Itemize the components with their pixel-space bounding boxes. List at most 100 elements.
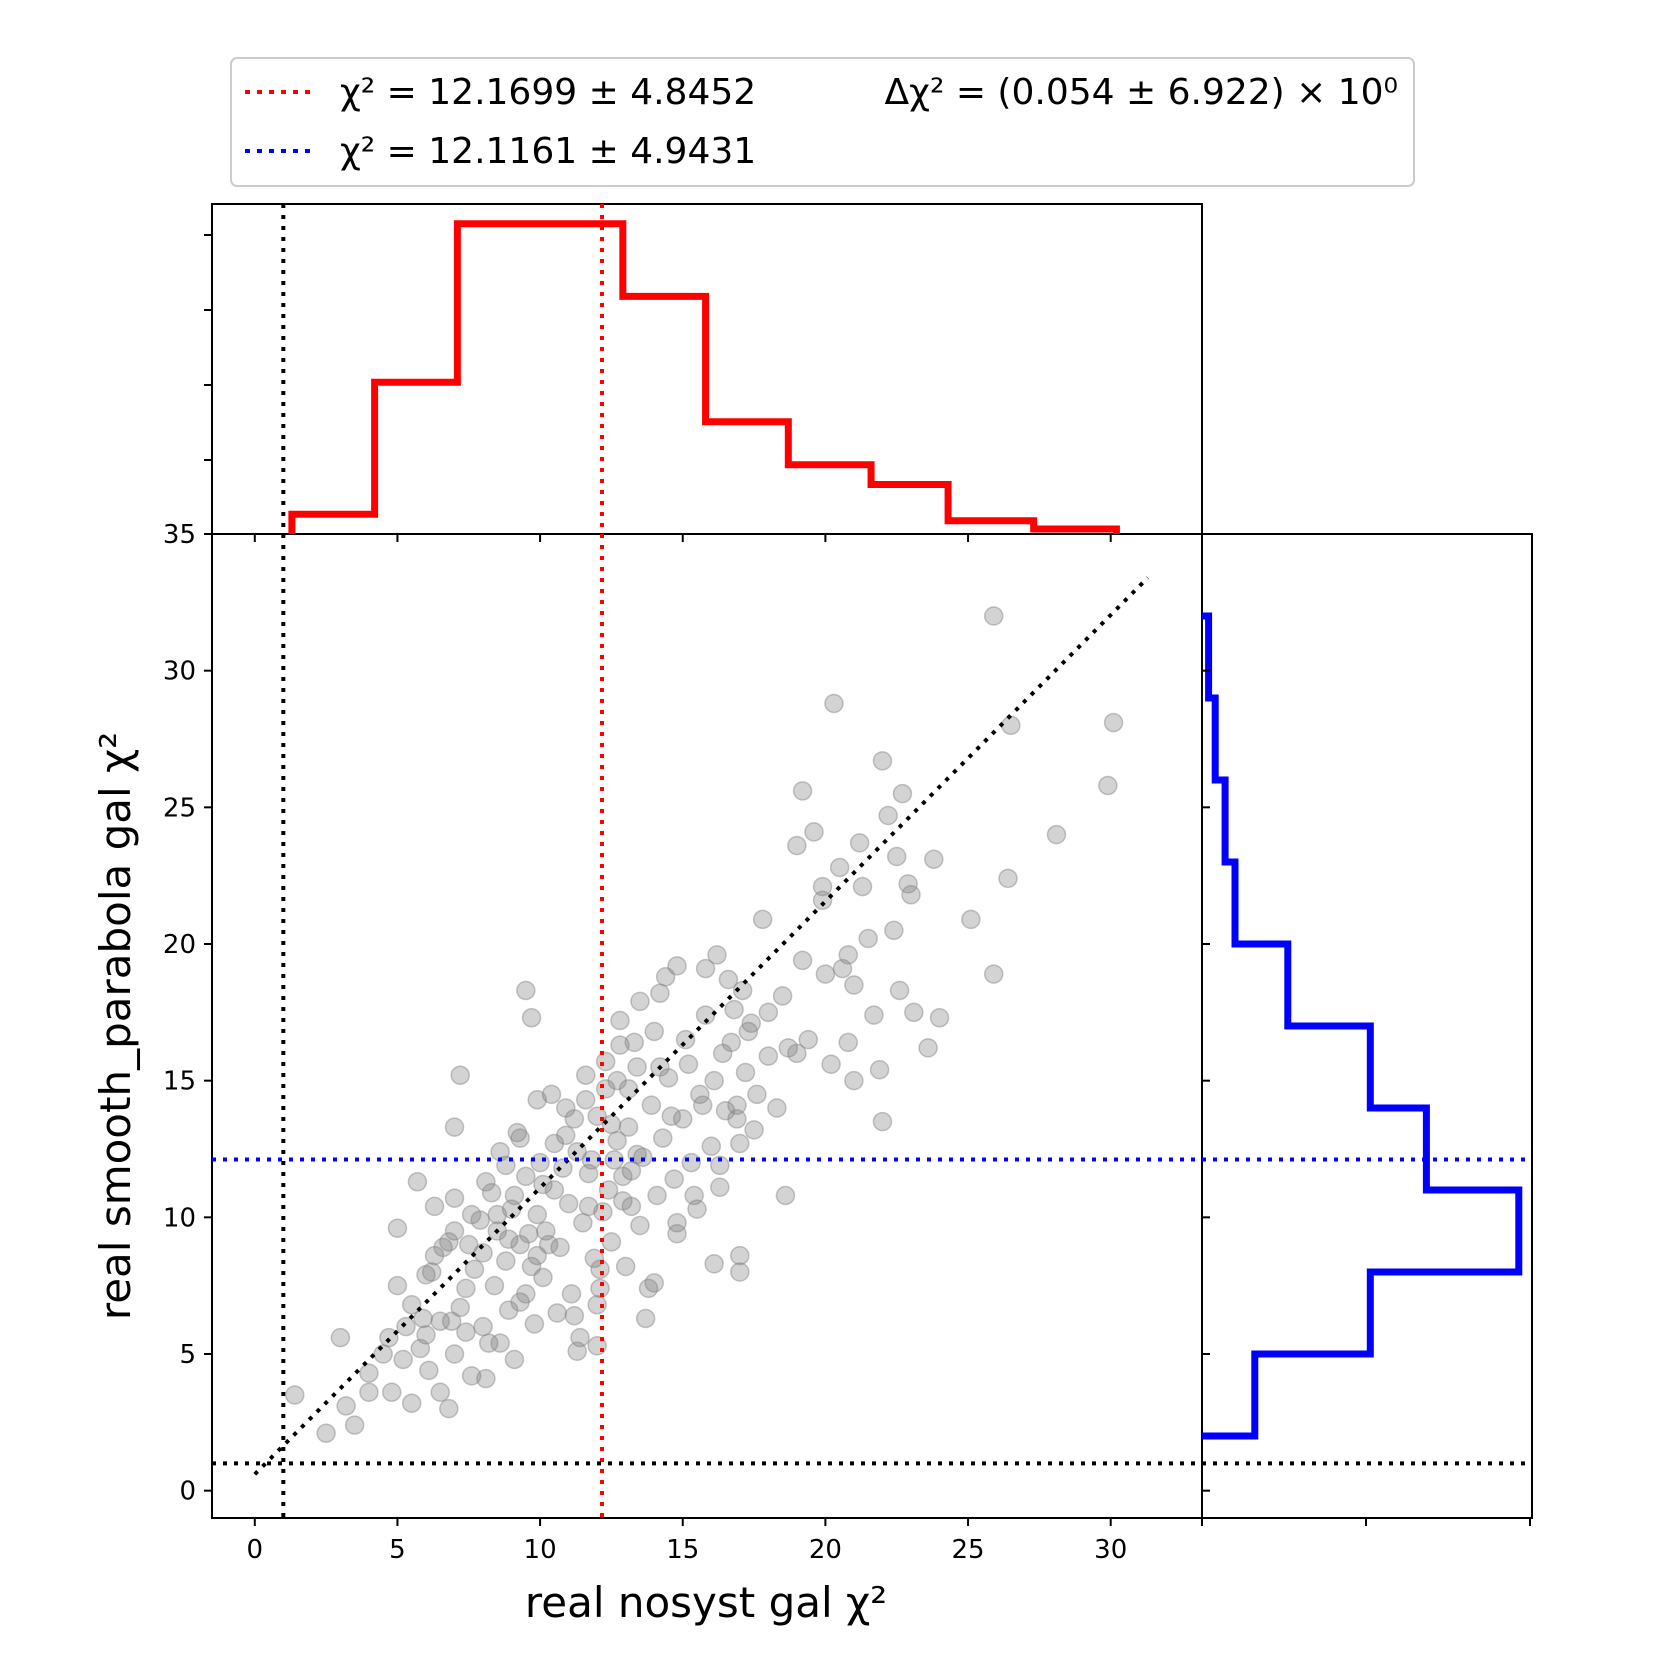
x-tick-label: 10 bbox=[524, 1535, 557, 1565]
scatter-point bbox=[812, 876, 833, 897]
scatter-point bbox=[524, 1314, 545, 1334]
scatter-point bbox=[727, 1095, 747, 1116]
scatter-point bbox=[929, 1008, 950, 1028]
scatter-point bbox=[638, 1278, 659, 1299]
scatter-point bbox=[461, 1366, 482, 1386]
scatter-point bbox=[476, 1368, 496, 1389]
scatter-point bbox=[498, 1229, 519, 1249]
scatter-point bbox=[470, 1210, 490, 1230]
scatter-point bbox=[1001, 715, 1021, 736]
scatter-point bbox=[844, 1070, 864, 1091]
scatter-point bbox=[701, 1136, 722, 1157]
scatter-point bbox=[832, 958, 853, 979]
scatter-point bbox=[778, 1038, 799, 1058]
scatter-point bbox=[1098, 775, 1118, 796]
scatter-point bbox=[838, 945, 858, 965]
scatter-point bbox=[544, 1133, 565, 1154]
scatter-point bbox=[373, 1344, 393, 1364]
scatter-point bbox=[983, 606, 1004, 626]
scatter-point bbox=[407, 1172, 428, 1192]
scatter-point bbox=[521, 1256, 542, 1277]
scatter-point bbox=[461, 1204, 482, 1225]
scatter-point bbox=[730, 1133, 750, 1154]
scatter-point bbox=[598, 1180, 619, 1200]
scatter-point bbox=[924, 849, 944, 870]
scatter-point bbox=[393, 1349, 413, 1370]
scatter-point bbox=[664, 1169, 684, 1189]
scatter-point bbox=[387, 1218, 408, 1239]
scatter-point bbox=[456, 1278, 476, 1299]
scatter-point bbox=[804, 822, 824, 842]
scatter-point bbox=[575, 1090, 596, 1110]
scatter-point bbox=[359, 1363, 379, 1383]
scatter-point bbox=[541, 1084, 562, 1105]
scatter-point bbox=[518, 1223, 539, 1244]
scatter-point bbox=[439, 1232, 459, 1252]
scatter-point bbox=[527, 1245, 547, 1266]
scatter-point bbox=[527, 1204, 547, 1225]
scatter-point bbox=[624, 1032, 644, 1053]
scatter-point bbox=[556, 1098, 576, 1118]
scatter-point bbox=[413, 1308, 433, 1329]
y-tick-label: 25 bbox=[163, 793, 196, 823]
scatter-point bbox=[684, 1185, 704, 1206]
scatter-point bbox=[424, 1196, 445, 1217]
scatter-point bbox=[884, 920, 904, 941]
scatter-point bbox=[889, 980, 910, 1001]
scatter-point bbox=[687, 1199, 707, 1219]
scatter-point bbox=[553, 1158, 573, 1178]
scatter-point bbox=[510, 1292, 530, 1312]
legend-entry-blue: χ² = 12.1161 ± 4.9431 bbox=[340, 131, 756, 172]
scatter-point bbox=[658, 1068, 679, 1088]
scatter-point bbox=[401, 1295, 422, 1315]
scatter-point bbox=[667, 956, 687, 976]
scatter-point bbox=[621, 1161, 642, 1181]
scatter-point bbox=[444, 1344, 465, 1364]
scatter-point bbox=[864, 1005, 884, 1025]
scatter-point bbox=[712, 1043, 733, 1064]
scatter-point bbox=[450, 1065, 470, 1085]
scatter-point bbox=[344, 1415, 365, 1435]
x-axis-label: real nosyst gal χ² bbox=[525, 1578, 887, 1627]
y-histogram-step bbox=[1202, 612, 1523, 1440]
scatter-point bbox=[516, 1284, 536, 1304]
scatter-point bbox=[633, 1147, 653, 1167]
scatter-point bbox=[587, 1295, 607, 1315]
scatter-point bbox=[504, 1185, 525, 1206]
scatter-point bbox=[627, 1057, 647, 1077]
right-marginal-ticks bbox=[1201, 1518, 1531, 1526]
scatter-point bbox=[416, 1264, 436, 1285]
scatter-point bbox=[772, 986, 793, 1006]
scatter-point bbox=[444, 1221, 465, 1241]
scatter-point bbox=[695, 958, 716, 979]
scatter-point bbox=[567, 1341, 587, 1362]
scatter-point bbox=[767, 1098, 787, 1118]
scatter-point bbox=[678, 1054, 699, 1075]
scatter-point bbox=[490, 1333, 510, 1353]
scatter-point bbox=[630, 1215, 650, 1236]
scatter-point bbox=[730, 1245, 750, 1266]
scatter-point bbox=[530, 1152, 550, 1173]
x-tick-label: 25 bbox=[952, 1535, 985, 1565]
scatter-point bbox=[787, 1043, 807, 1064]
scatter-point bbox=[430, 1382, 450, 1403]
scatter-point bbox=[613, 1166, 633, 1187]
scatter-point bbox=[692, 1095, 713, 1116]
scatter-point bbox=[898, 874, 918, 894]
scatter-point bbox=[496, 1251, 516, 1271]
scatter-point bbox=[410, 1338, 431, 1359]
scatter-point bbox=[578, 1196, 599, 1217]
scatter-point bbox=[792, 781, 813, 801]
scatter-point bbox=[732, 980, 753, 1001]
y-tick-label: 15 bbox=[163, 1067, 196, 1097]
scatter-point bbox=[869, 1059, 890, 1080]
scatter-point bbox=[735, 1062, 756, 1083]
scatter-point bbox=[564, 1109, 585, 1129]
scatter-point bbox=[330, 1327, 351, 1348]
legend-entry-red: χ² = 12.1699 ± 4.8452 bbox=[340, 72, 756, 113]
scatter-point bbox=[510, 1234, 530, 1255]
y-tick-label: 35 bbox=[163, 520, 196, 550]
scatter-point bbox=[510, 1128, 530, 1148]
scatter-point bbox=[481, 1182, 502, 1203]
scatter-point bbox=[533, 1267, 553, 1288]
